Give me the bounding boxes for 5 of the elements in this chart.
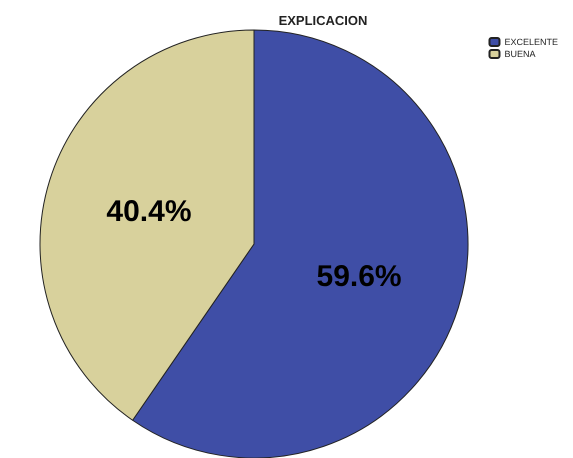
legend-label: BUENA — [504, 49, 536, 59]
data-label: 59.6% — [316, 260, 402, 294]
legend-label: EXCELENTE — [504, 37, 558, 47]
chart-title: EXPLICACION — [278, 13, 368, 28]
data-label: 40.4% — [106, 194, 192, 228]
